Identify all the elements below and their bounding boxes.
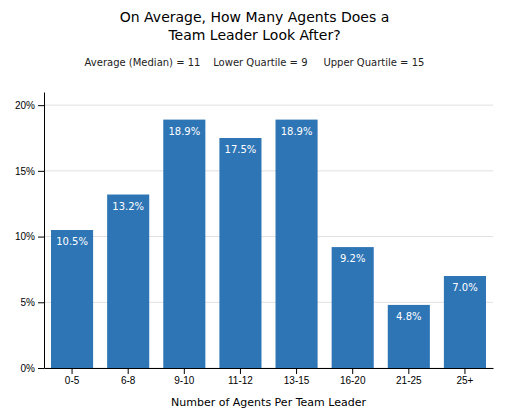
data-labels: 10.5% 13.2% 18.9% 17.5% 18.9% 9.2% 4.8% 7.0% (56, 126, 477, 322)
x-tick-mark (408, 368, 409, 374)
x-tick-mark (352, 368, 353, 374)
y-tick-mark (38, 171, 44, 172)
y-tick-label: 5% (21, 297, 36, 308)
chart: 0% 5% 10% 15% 20% 0-5 6-8 9-10 11-12 13-15 16-20 21… (0, 0, 509, 420)
y-tick: 0% (21, 363, 44, 374)
grid-line (44, 105, 493, 106)
x-tick-mark (464, 368, 465, 374)
data-label: 9.2% (340, 253, 365, 264)
x-tick: 16-20 (340, 368, 366, 386)
x-tick-label: 21-25 (396, 375, 422, 386)
bar (276, 120, 318, 368)
x-tick: 21-25 (396, 368, 422, 386)
bar (163, 120, 205, 368)
y-tick-label: 10% (15, 231, 35, 242)
y-tick-mark (38, 237, 44, 238)
data-label: 4.8% (396, 311, 421, 322)
title: On Average, How Many Agents Does aTeam L… (120, 9, 389, 43)
x-tick-mark (296, 368, 297, 374)
y-tick-label: 15% (15, 166, 35, 177)
x-tick-label: 11-12 (228, 375, 253, 386)
x-tick-label: 16-20 (340, 375, 366, 386)
x-tick-mark (128, 368, 129, 374)
grid-line (44, 170, 493, 171)
x-tick-mark (240, 368, 241, 374)
y-tick-label: 0% (21, 363, 36, 374)
grid (44, 105, 493, 368)
y-tick-mark (38, 368, 44, 369)
data-label: 18.9% (168, 126, 200, 137)
data-label: 7.0% (452, 282, 477, 293)
x-tick: 11-12 (228, 368, 253, 386)
y-tick: 20% (15, 100, 44, 111)
bar (219, 138, 261, 368)
x-tick: 6-8 (121, 368, 136, 386)
bar (332, 247, 374, 368)
y-axis: 0% 5% 10% 15% 20% (15, 93, 45, 374)
x-tick: 0-5 (65, 368, 80, 386)
x-tick: 25+ (456, 368, 473, 386)
y-tick-mark (38, 302, 44, 303)
y-tick-mark (38, 105, 44, 106)
y-tick: 15% (15, 166, 44, 177)
x-tick-label: 25+ (456, 375, 473, 386)
data-label: 17.5% (225, 144, 257, 155)
y-tick-label: 20% (15, 100, 35, 111)
data-label: 18.9% (281, 126, 313, 137)
bars (51, 120, 486, 368)
y-axis-line (44, 93, 45, 369)
x-tick-mark (184, 368, 185, 374)
x-tick: 13-15 (284, 368, 310, 386)
bar (51, 230, 93, 368)
x-tick-label: 6-8 (121, 375, 136, 386)
x-axis-line (45, 368, 494, 369)
bar (444, 276, 486, 368)
x-axis: 0-5 6-8 9-10 11-12 13-15 16-20 21-25 25+ (45, 368, 494, 386)
x-tick: 9-10 (174, 368, 194, 386)
x-tick-label: 9-10 (174, 375, 194, 386)
data-label: 10.5% (56, 236, 88, 247)
bar (388, 305, 430, 368)
x-tick-mark (72, 368, 73, 374)
x-tick-label: 13-15 (284, 375, 310, 386)
x-tick-label: 0-5 (65, 375, 80, 386)
x-axis-title: Number of Agents Per Team Leader (171, 396, 366, 409)
y-tick: 10% (15, 231, 44, 242)
bar (107, 195, 149, 368)
data-label: 13.2% (112, 201, 144, 212)
plot: 0% 5% 10% 15% 20% 0-5 6-8 9-10 11-12 13-15 16-20 21… (15, 93, 494, 387)
y-tick: 5% (21, 297, 44, 308)
subtitle: Average (Median) = 11 Lower Quartile = 9… (85, 57, 425, 68)
